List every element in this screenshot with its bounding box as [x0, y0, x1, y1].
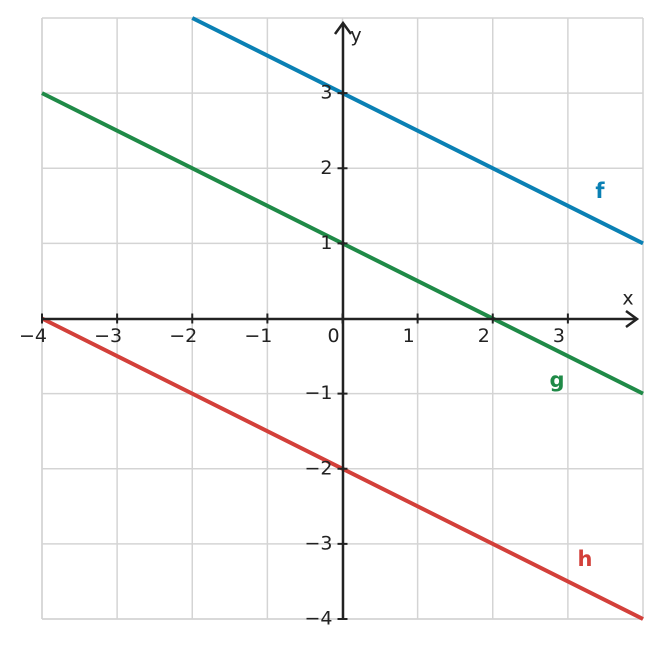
y-tick-label: 2 — [320, 157, 332, 179]
y-tick-label: −4 — [304, 608, 332, 630]
axes: x y −4 −3 −2 −1 0 1 2 3 −4 −3 −2 −1 1 2 3 — [19, 20, 640, 630]
x-tick-label: −3 — [94, 325, 122, 347]
x-axis-label: x — [622, 288, 633, 310]
x-arrow — [625, 309, 640, 329]
y-tick-label: 3 — [320, 82, 332, 104]
x-tick-label: −1 — [244, 325, 272, 347]
x-tick-label: 3 — [553, 325, 565, 347]
function-line — [191, 16, 644, 246]
x-tick-label: 0 — [327, 325, 339, 347]
series-label: h — [578, 547, 593, 571]
y-tick-label: −3 — [304, 532, 332, 554]
x-tick-label: −2 — [169, 325, 197, 347]
x-tick-label: 2 — [478, 325, 490, 347]
series-label: g — [549, 368, 564, 392]
y-tick-label: 1 — [320, 232, 332, 254]
x-tick-label: −4 — [19, 325, 47, 347]
y-tick-label: −2 — [304, 457, 332, 479]
y-tick-label: −1 — [304, 382, 332, 404]
series-label: f — [595, 179, 605, 203]
y-axis-label: y — [350, 25, 361, 47]
x-tick-label: 1 — [403, 325, 415, 347]
y-arrow — [333, 20, 353, 35]
